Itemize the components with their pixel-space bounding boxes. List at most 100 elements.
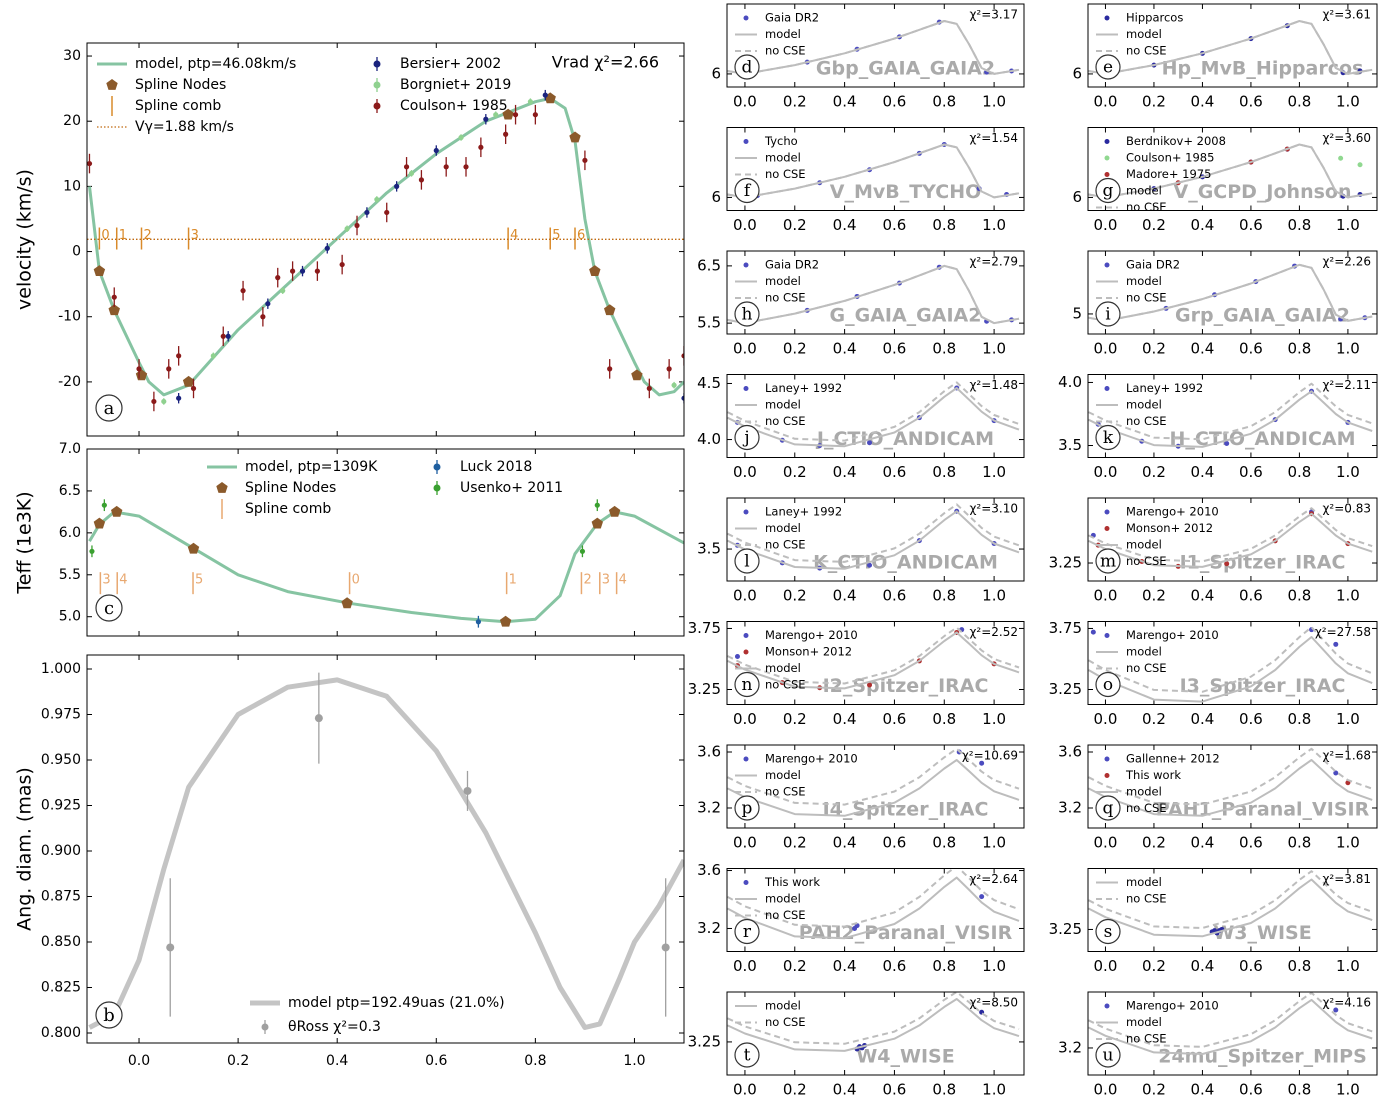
y-axis-label: velocity (km/s) xyxy=(14,169,36,310)
legend-symbol xyxy=(743,386,749,391)
band-label: PAH1_Paranal_VISIR xyxy=(1156,799,1370,821)
x-tick-label: 0.4 xyxy=(1191,93,1215,111)
model-line xyxy=(88,677,684,1030)
x-tick-label: 0.4 xyxy=(833,340,857,358)
panel: 0.0 0.2 0.4 0.6 0.8 1.0 3.25 W4_WISE model no CSE… xyxy=(688,991,1025,1097)
x-tick-label: 0.0 xyxy=(733,1081,757,1097)
legend-symbol xyxy=(433,484,441,492)
panel-letter: k xyxy=(1103,428,1114,448)
data-point xyxy=(260,314,266,320)
model-line xyxy=(727,998,1020,1052)
legend-label: model ptp=192.49uas (21.0%) xyxy=(288,995,505,1011)
x-tick-label: 1.0 xyxy=(1336,216,1360,234)
y-tick-label: 3.5 xyxy=(697,540,721,558)
legend-label: model xyxy=(765,398,801,412)
y-tick-label: 3.25 xyxy=(1049,920,1082,938)
annotation: χ²=8.50 xyxy=(969,996,1018,1010)
x-tick-label: 0.0 xyxy=(1094,216,1118,234)
frame xyxy=(1087,497,1378,582)
x-tick-label: 0.2 xyxy=(783,587,807,605)
panel: 0.0 0.2 0.4 0.6 0.8 1.0 3.25 3.75 I2_Spitzer_IRA… xyxy=(688,619,1025,728)
spline-node xyxy=(569,131,581,143)
x-tick-label: 0.8 xyxy=(1287,340,1311,358)
data-point xyxy=(867,562,873,568)
data-point xyxy=(646,385,652,392)
data-point xyxy=(324,245,330,251)
legend-label: Coulson+ 1985 xyxy=(1126,151,1214,165)
data-point xyxy=(1333,641,1339,647)
comb-label: 3 xyxy=(191,228,199,243)
data-point xyxy=(210,353,216,359)
y-tick-label: 0.900 xyxy=(41,843,81,859)
x-tick-label: 0.0 xyxy=(1094,834,1118,852)
data-point xyxy=(475,619,481,625)
y-tick-label: 5.0 xyxy=(59,609,81,625)
data-point xyxy=(503,131,509,137)
y-tick-label: 5.5 xyxy=(697,314,721,332)
legend-label: Spline comb xyxy=(245,501,331,517)
nocse-line xyxy=(1088,870,1373,929)
x-tick-label: 1.0 xyxy=(982,710,1006,728)
data-point xyxy=(443,164,449,170)
legend-symbol xyxy=(1104,386,1110,391)
legend-label: Monson+ 2012 xyxy=(1126,521,1213,535)
panel-letter-circle xyxy=(1095,671,1121,698)
x-tick-label: 0.8 xyxy=(932,710,956,728)
legend-label: Bersier+ 2002 xyxy=(400,56,501,72)
x-tick-label: 0.4 xyxy=(833,957,857,975)
panel: 0.0 0.2 0.4 0.6 0.8 1.0 3.5 4.0 H_CTIO_ANDICAM La… xyxy=(1058,373,1378,481)
y-tick-label: 3.5 xyxy=(1058,436,1082,454)
legend-label: no CSE xyxy=(765,291,806,305)
y-tick-label: 3.25 xyxy=(1049,680,1082,698)
y-tick-label: 20 xyxy=(63,113,81,129)
panel-letter: c xyxy=(104,598,114,619)
data-point xyxy=(364,209,370,216)
spline-node xyxy=(93,265,106,276)
legend-label: Luck 2018 xyxy=(460,459,532,475)
y-tick-label: 3.25 xyxy=(688,680,721,698)
frame xyxy=(1087,250,1378,335)
x-tick-label: 0.6 xyxy=(883,834,907,852)
x-tick-label: 0.2 xyxy=(783,1081,807,1097)
data-point xyxy=(666,366,672,372)
annotation: χ²=1.48 xyxy=(969,378,1018,392)
x-tick-label: 0.8 xyxy=(932,216,956,234)
legend-label: Tycho xyxy=(764,134,798,148)
panel-letter-circle xyxy=(95,394,123,422)
y-tick-label: -10 xyxy=(58,309,81,325)
frame xyxy=(726,497,1025,582)
data-point xyxy=(493,112,499,118)
x-tick-label: 0.2 xyxy=(1142,340,1166,358)
legend-label: model xyxy=(1126,538,1162,552)
plot-area xyxy=(88,499,684,628)
data-point xyxy=(190,385,197,392)
comb-label: 5 xyxy=(552,228,560,243)
legend-symbol xyxy=(1104,15,1110,21)
spline-node xyxy=(589,265,601,276)
band-label: I3_Spitzer_IRAC xyxy=(1180,675,1346,697)
legend-symbol xyxy=(216,482,228,493)
annotation: χ²=3.17 xyxy=(969,8,1018,22)
x-tick-label: 1.0 xyxy=(982,340,1006,358)
x-tick-label: 0.4 xyxy=(833,216,857,234)
x-tick-label: 0.0 xyxy=(733,834,757,852)
x-tick-label: 0.2 xyxy=(783,463,807,481)
x-tick-label: 0.8 xyxy=(932,93,956,111)
nocse-line xyxy=(1088,626,1373,693)
legend-symbol xyxy=(1104,262,1110,268)
band-label: PAH2_Paranal_VISIR xyxy=(799,922,1013,944)
y-tick-label: 0.850 xyxy=(41,934,81,950)
legend-label: no CSE xyxy=(1126,661,1167,675)
legend-label: Marengo+ 2010 xyxy=(765,628,858,642)
plot-area xyxy=(727,503,1020,571)
spline-node xyxy=(93,517,106,529)
data-point xyxy=(1224,440,1230,446)
panel-letter-circle xyxy=(1095,918,1121,945)
y-tick-label: 0 xyxy=(72,244,81,260)
panel-letter: f xyxy=(744,181,752,201)
data-point xyxy=(314,714,323,723)
comb-label: 4 xyxy=(510,228,518,243)
band-label: I2_Spitzer_IRAC xyxy=(823,675,989,697)
data-point xyxy=(161,398,167,405)
data-point xyxy=(384,209,390,216)
